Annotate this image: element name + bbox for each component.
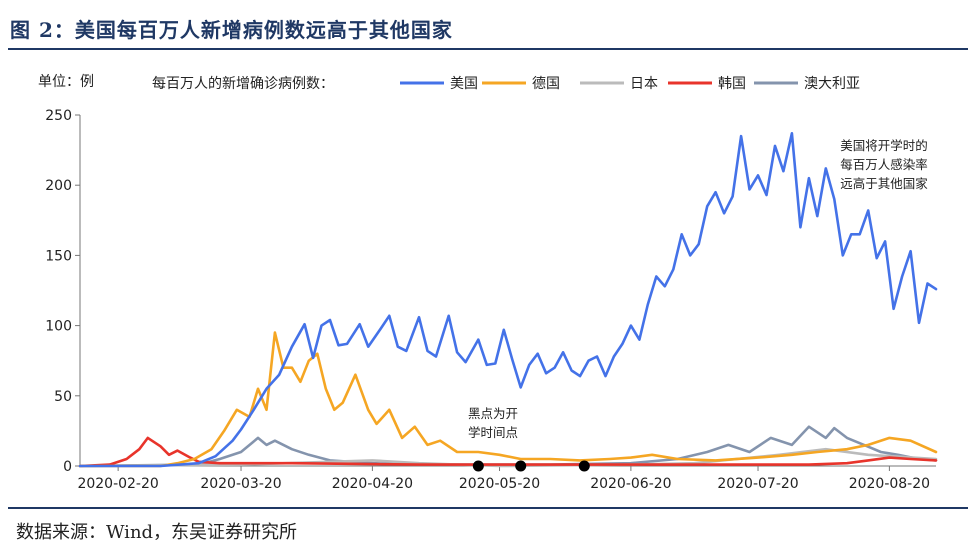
line-chart: 单位：例 每百万人的新增确诊病例数： 美国 德国 日本 韩国 澳大利亚 0 50 100 15… [38,74,938,492]
x-tick-label: 2020-05-20 [459,476,540,492]
bottom-rule [8,507,968,509]
annotation-us-note-line-2: 每百万人感染率 [840,157,928,172]
legend-label-5: 澳大利亚 [804,76,860,92]
x-tick-label: 2020-02-20 [77,476,158,492]
series-line-4 [78,436,938,468]
school-opening-dots [472,460,590,472]
series-layer [78,132,938,468]
y-tick-label: 250 [45,108,72,124]
annotation-us-note-line-3: 远高于其他国家 [840,176,928,191]
y-tick-label: 100 [45,319,72,335]
legend-title: 每百万人的新增确诊病例数： [152,76,334,92]
legend-label-3: 日本 [630,76,658,92]
school-opening-dot-2 [515,460,527,472]
y-tick-label: 150 [45,248,72,264]
x-tick-label: 2020-04-20 [332,476,413,492]
y-tick-label: 200 [45,178,72,194]
series-line-2 [78,331,938,468]
school-opening-dot-1 [472,460,484,472]
unit-label: 单位：例 [38,74,94,90]
legend-label-4: 韩国 [718,76,746,92]
title-rule [8,48,968,50]
axes: 0 50 100 150 200 250 2020-02-20 2020-03-20 2020-… [45,108,936,492]
annotation-school-note-line-2: 学时间点 [468,425,518,440]
y-tick-label: 0 [63,459,72,475]
source-note: 数据来源：Wind，东吴证券研究所 [16,522,298,543]
legend: 每百万人的新增确诊病例数： 美国 德国 日本 韩国 澳大利亚 [152,76,860,92]
figure-title: 图 2：美国每百万人新增病例数远高于其他国家 [10,18,453,42]
annotation-school-note-line-1: 黑点为开 [468,406,518,421]
school-opening-dot-3 [578,460,590,472]
annotation-us-note-line-1: 美国将开学时的 [840,138,928,153]
x-tick-label: 2020-08-20 [849,476,930,492]
x-tick-label: 2020-07-20 [717,476,798,492]
legend-label-2: 德国 [532,76,560,92]
series-line-1 [78,132,938,468]
x-tick-label: 2020-06-20 [590,476,671,492]
legend-label-1: 美国 [450,76,478,92]
x-tick-label: 2020-03-20 [200,476,281,492]
y-tick-label: 50 [54,389,72,405]
